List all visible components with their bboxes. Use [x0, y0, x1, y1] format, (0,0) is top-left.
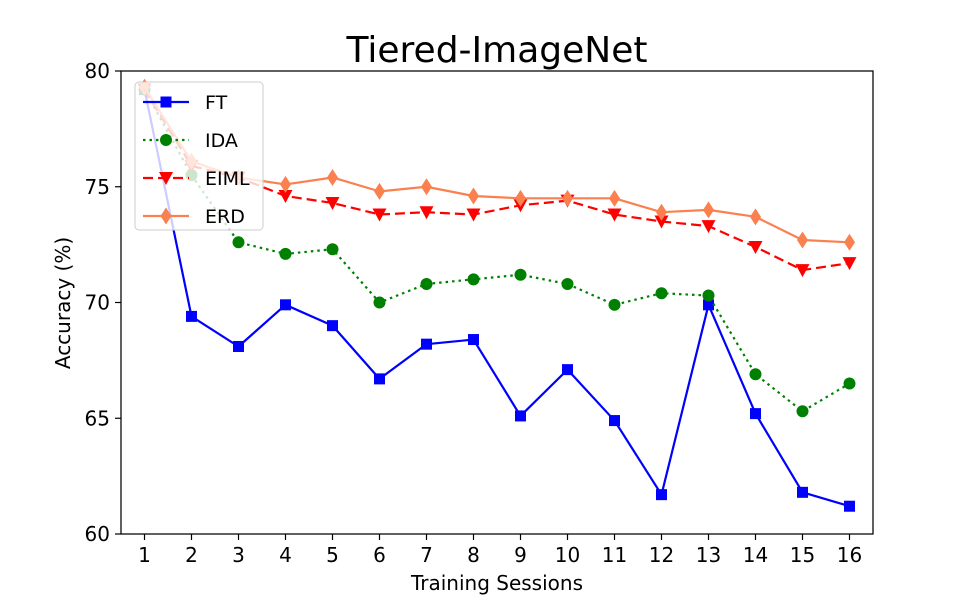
data-point: [421, 338, 432, 350]
data-point: [468, 187, 479, 205]
data-point: [842, 257, 857, 271]
data-point: [609, 189, 620, 207]
data-point: [703, 299, 714, 311]
data-point: [280, 299, 291, 311]
data-point: [515, 410, 526, 422]
x-tick-label: 11: [602, 543, 627, 567]
data-point: [749, 368, 762, 381]
data-point: [797, 231, 808, 249]
legend-label: IDA: [205, 130, 238, 152]
x-tick-label: 10: [555, 543, 580, 567]
x-axis-label: Training Sessions: [410, 571, 583, 595]
data-point: [232, 236, 245, 249]
data-point: [420, 277, 433, 290]
legend-marker: [160, 96, 172, 108]
data-point: [374, 373, 385, 385]
x-tick-label: 5: [326, 543, 339, 567]
x-tick-label: 12: [649, 543, 674, 567]
data-point: [795, 264, 810, 278]
data-point: [373, 296, 386, 309]
data-point: [515, 189, 526, 207]
data-point: [703, 201, 714, 219]
series-ida: [138, 83, 856, 418]
data-point: [655, 287, 668, 300]
data-point: [656, 203, 667, 221]
data-point: [421, 178, 432, 196]
x-tick-label: 8: [467, 543, 480, 567]
data-point: [372, 208, 387, 222]
y-tick-label: 65: [85, 406, 110, 430]
data-point: [326, 243, 339, 256]
data-point: [514, 268, 527, 281]
data-point: [608, 298, 621, 311]
plot-frame: [120, 70, 874, 535]
legend-marker: [159, 172, 173, 185]
data-point: [278, 190, 293, 204]
data-point: [701, 220, 716, 234]
x-tick-label: 4: [279, 543, 292, 567]
x-tick-label: 1: [138, 543, 151, 567]
x-tick-label: 15: [790, 543, 815, 567]
data-point: [466, 208, 481, 222]
data-point: [797, 486, 808, 498]
legend-marker: [160, 134, 172, 146]
data-point: [562, 364, 573, 376]
legend-label: ERD: [205, 206, 245, 228]
data-point: [656, 489, 667, 501]
legend-marker: [160, 207, 172, 225]
x-tick-label: 2: [185, 543, 198, 567]
legend-item-eiml: EIML: [143, 168, 250, 190]
data-point: [186, 310, 197, 322]
data-point: [279, 247, 292, 260]
data-point: [844, 500, 855, 512]
legend-box: [134, 81, 264, 231]
legend-label: FT: [205, 92, 228, 114]
y-tick-label: 80: [85, 59, 110, 83]
y-tick-label: 60: [85, 522, 110, 546]
x-tick-label: 9: [514, 543, 527, 567]
data-point: [467, 273, 480, 286]
legend: FT IDA EIML ERD: [134, 81, 264, 231]
data-point: [844, 233, 855, 251]
legend-label: EIML: [205, 168, 250, 190]
data-point: [607, 208, 622, 222]
x-tick-label: 6: [373, 543, 386, 567]
data-point: [327, 320, 338, 332]
data-point: [561, 277, 574, 290]
data-point: [796, 405, 809, 418]
data-point: [843, 377, 856, 390]
x-tick-label: 13: [696, 543, 721, 567]
data-point: [562, 189, 573, 207]
data-point: [280, 175, 291, 193]
data-point: [654, 215, 669, 229]
y-tick-label: 75: [85, 175, 110, 199]
series-line: [143, 89, 850, 508]
data-point: [233, 340, 244, 352]
legend-item-erd: ERD: [143, 206, 245, 228]
data-point: [750, 208, 761, 226]
y-tick-label: 70: [85, 291, 110, 315]
series-line: [143, 88, 851, 413]
data-point: [609, 415, 620, 427]
data-point: [327, 168, 338, 186]
chart-title: Tiered-ImageNet: [346, 30, 648, 71]
x-tick-label: 3: [232, 543, 245, 567]
data-point: [750, 408, 761, 420]
x-tick-label: 14: [743, 543, 768, 567]
legend-item-ft: FT: [143, 92, 228, 114]
data-point: [702, 289, 715, 302]
legend-item-ida: IDA: [143, 130, 238, 152]
data-point: [748, 240, 763, 254]
data-point: [325, 196, 340, 210]
x-tick-label: 7: [420, 543, 433, 567]
data-point: [374, 182, 385, 200]
data-point: [419, 206, 434, 220]
x-tick-label: 16: [837, 543, 862, 567]
data-point: [468, 334, 479, 346]
y-axis-label: Accuracy (%): [51, 237, 75, 369]
